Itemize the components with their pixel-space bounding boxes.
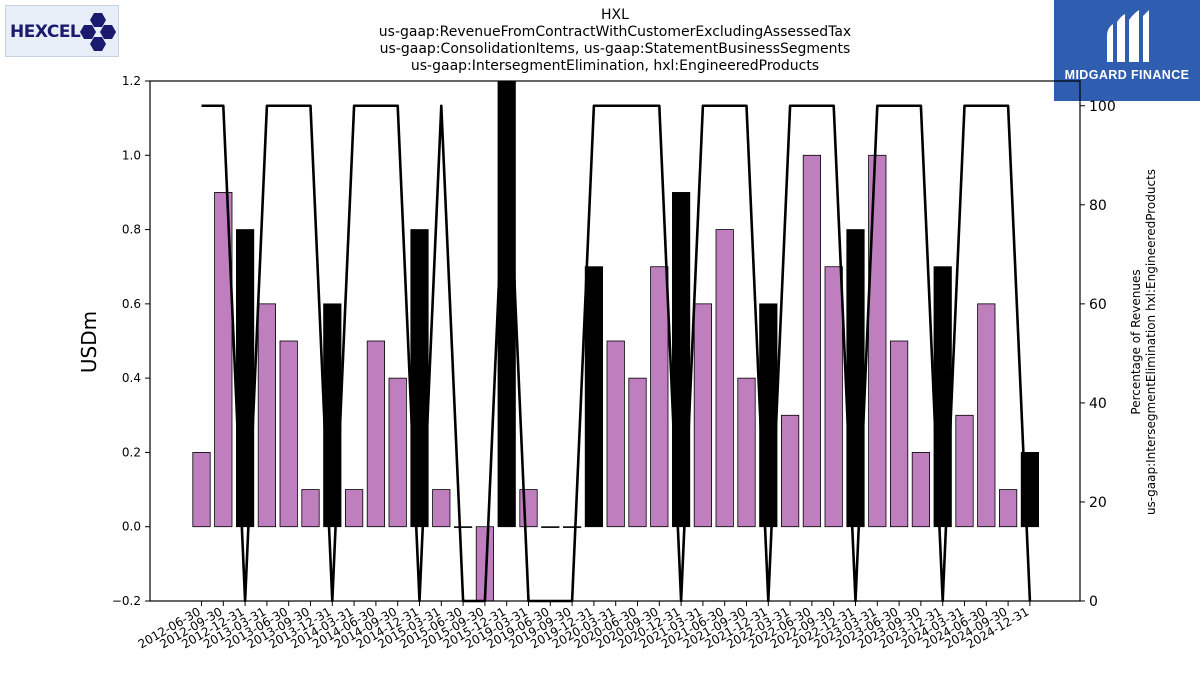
bar-2021-12-31 (759, 303, 778, 528)
midgard-emblem-icon (1107, 10, 1149, 62)
bar-2020-03-31 (606, 340, 625, 528)
y-axis-label-right-line-2: us-gaap:IntersegmentElimination hxl:Engi… (1144, 169, 1158, 515)
bar-2012-06-30 (192, 452, 211, 528)
bar-2021-09-30 (737, 377, 756, 528)
bar-2024-06-30 (977, 303, 996, 528)
bar-2024-09-30 (999, 489, 1018, 528)
right-tick-label: 100 (1089, 99, 1116, 115)
bar-2024-03-31 (955, 414, 974, 528)
plot-frame (149, 80, 1081, 602)
bar-2015-06-30 (453, 526, 473, 528)
bar-2022-03-31 (781, 414, 800, 528)
midgard-finance-text: MIDGARD FINANCE (1064, 68, 1190, 82)
chart-title-line-2: us-gaap:RevenueFromContractWithCustomerE… (378, 24, 852, 40)
left-tick-label: 0.6 (122, 297, 141, 311)
chart-title-line-3: us-gaap:ConsolidationItems, us-gaap:Stat… (379, 41, 851, 57)
bar-2020-06-30 (628, 377, 647, 528)
bar-2015-03-31 (432, 489, 451, 528)
left-tick-label: 0.2 (122, 445, 141, 459)
bar-2023-03-31 (868, 154, 887, 528)
right-tick-label: 0 (1089, 594, 1098, 610)
bar-2023-06-30 (890, 340, 909, 528)
bar-2013-03-31 (257, 303, 277, 528)
bar-2019-12-31 (584, 266, 604, 528)
right-tick-label: 40 (1089, 396, 1107, 412)
bar-2022-09-30 (824, 266, 843, 528)
left-tick-label: −0.2 (112, 594, 141, 608)
bar-2013-12-31 (323, 303, 342, 528)
bar-2019-06-30 (541, 526, 560, 528)
left-tick-label: 0.0 (122, 520, 141, 534)
bar-2019-09-30 (563, 526, 582, 528)
bar-2020-12-31 (672, 192, 691, 528)
right-tick-label: 60 (1089, 297, 1107, 313)
right-tick-label: 20 (1089, 495, 1107, 511)
bar-2021-03-31 (693, 303, 713, 528)
bar-2015-12-31 (497, 80, 516, 528)
y-axis-label-right-line-1: Percentage of Revenues (1129, 269, 1143, 414)
chart-title-line-4: us-gaap:IntersegmentElimination, hxl:Eng… (410, 58, 820, 74)
chart-title-line-1: HXL (601, 7, 629, 23)
bar-2014-03-31 (344, 489, 364, 528)
bar-2013-09-30 (301, 489, 320, 528)
hexcel-logo: HEXCEL (5, 5, 119, 57)
left-tick-label: 0.8 (122, 223, 141, 237)
left-tick-label: 0.4 (122, 371, 141, 385)
left-tick-label: 1.0 (122, 148, 141, 162)
bar-2014-09-30 (388, 377, 407, 528)
bar-2013-06-30 (279, 340, 298, 528)
percentage-line (201, 104, 1032, 603)
bar-2023-09-30 (911, 452, 931, 528)
left-tick-label: 1.2 (122, 74, 141, 88)
hexcel-logo-text: HEXCEL (10, 22, 81, 42)
bar-2021-06-30 (715, 229, 734, 528)
bar-2014-06-30 (366, 340, 386, 528)
bar-2019-03-31 (519, 489, 538, 528)
midgard-finance-logo: MIDGARD FINANCE (1054, 0, 1200, 101)
bar-2012-09-30 (214, 192, 233, 528)
bar-2022-06-30 (802, 154, 822, 528)
y-axis-label-left: USDm (77, 311, 101, 373)
right-tick-label: 80 (1089, 198, 1107, 214)
hexcel-hexagons-icon (80, 13, 116, 51)
bar-2020-09-30 (650, 266, 669, 528)
